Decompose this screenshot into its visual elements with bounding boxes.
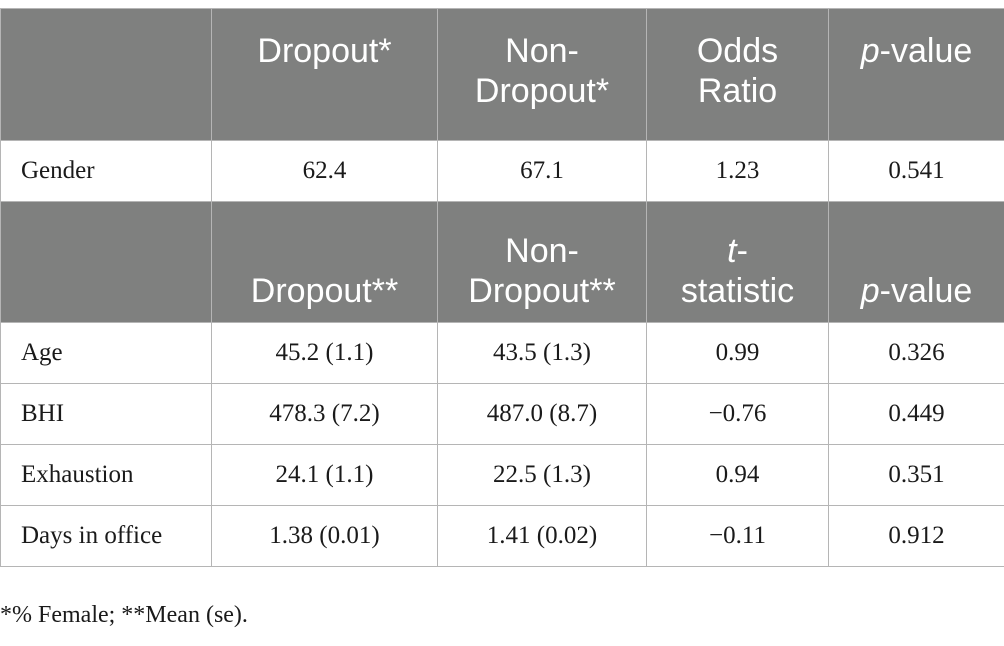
- header-row-categorical: Dropout* Non- Dropout* Odds Ratio p-valu…: [0, 8, 1004, 141]
- non-dropout-value: 487.0 (8.7): [437, 383, 647, 445]
- p-value: 0.541: [828, 140, 1004, 202]
- table-row: BHI 478.3 (7.2) 487.0 (8.7) −0.76 0.449: [0, 383, 1004, 445]
- t-statistic-value: 0.99: [646, 322, 829, 384]
- row-label: Age: [0, 322, 212, 384]
- table-row: Days in office 1.38 (0.01) 1.41 (0.02) −…: [0, 505, 1004, 567]
- p-value: 0.449: [828, 383, 1004, 445]
- header-odds-ratio: Odds Ratio: [646, 8, 829, 141]
- header-empty-cell: [0, 8, 212, 141]
- table-row: Age 45.2 (1.1) 43.5 (1.3) 0.99 0.326: [0, 322, 1004, 384]
- table-row: Exhaustion 24.1 (1.1) 22.5 (1.3) 0.94 0.…: [0, 444, 1004, 506]
- dropout-value: 478.3 (7.2): [211, 383, 438, 445]
- p-value: 0.351: [828, 444, 1004, 506]
- table-footnote: *% Female; **Mean (se).: [0, 602, 248, 628]
- non-dropout-value: 1.41 (0.02): [437, 505, 647, 567]
- header-t-statistic: t- statistic: [646, 201, 829, 323]
- non-dropout-value: 22.5 (1.3): [437, 444, 647, 506]
- header-row-continuous: Dropout** Non- Dropout** t- statistic p-…: [0, 201, 1004, 323]
- non-dropout-value: 43.5 (1.3): [437, 322, 647, 384]
- dropout-value: 45.2 (1.1): [211, 322, 438, 384]
- header-dropout-mean: Dropout**: [211, 201, 438, 323]
- results-table: Dropout* Non- Dropout* Odds Ratio p-valu…: [0, 8, 1004, 567]
- header-p-value-2: p-value: [828, 201, 1004, 323]
- row-label: Days in office: [0, 505, 212, 567]
- table-row-gender: Gender 62.4 67.1 1.23 0.541: [0, 140, 1004, 202]
- header-dropout: Dropout*: [211, 8, 438, 141]
- header-non-dropout-mean: Non- Dropout**: [437, 201, 647, 323]
- dropout-value: 1.38 (0.01): [211, 505, 438, 567]
- header-empty-cell: [0, 201, 212, 323]
- p-value: 0.912: [828, 505, 1004, 567]
- p-value: 0.326: [828, 322, 1004, 384]
- odds-ratio-value: 1.23: [646, 140, 829, 202]
- dropout-value: 24.1 (1.1): [211, 444, 438, 506]
- row-label: BHI: [0, 383, 212, 445]
- t-statistic-value: −0.76: [646, 383, 829, 445]
- row-label: Exhaustion: [0, 444, 212, 506]
- header-p-value: p-value: [828, 8, 1004, 141]
- non-dropout-value: 67.1: [437, 140, 647, 202]
- dropout-value: 62.4: [211, 140, 438, 202]
- row-label: Gender: [0, 140, 212, 202]
- header-non-dropout: Non- Dropout*: [437, 8, 647, 141]
- t-statistic-value: −0.11: [646, 505, 829, 567]
- t-statistic-value: 0.94: [646, 444, 829, 506]
